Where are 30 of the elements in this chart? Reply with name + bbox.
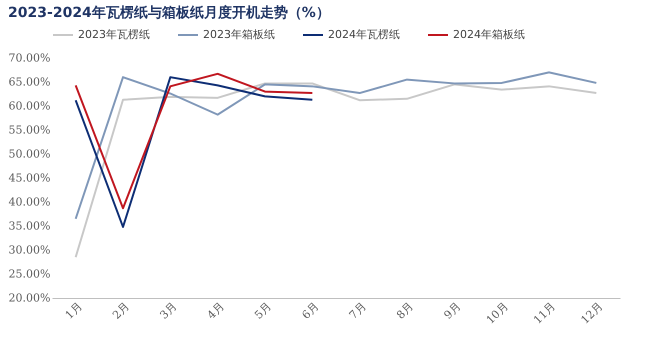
y-tick-label: 55.00% xyxy=(8,124,50,136)
y-tick-label: 35.00% xyxy=(8,220,50,232)
x-tick-label: 7月 xyxy=(346,300,369,322)
x-tick-label: 8月 xyxy=(394,300,416,322)
x-tick-label: 5月 xyxy=(252,300,274,322)
y-tick-label: 60.00% xyxy=(8,100,50,112)
y-tick-label: 30.00% xyxy=(8,244,50,256)
y-tick-label: 65.00% xyxy=(8,76,50,88)
line-series xyxy=(74,71,598,220)
chart-title: 2023-2024年瓦楞纸与箱板纸月度开机走势（%） xyxy=(8,4,330,21)
x-tick-label: 2月 xyxy=(110,300,132,322)
y-tick-label: 50.00% xyxy=(8,148,50,160)
x-tick-label: 10月 xyxy=(484,300,511,327)
x-tick-label: 6月 xyxy=(299,300,322,322)
y-tick-label: 40.00% xyxy=(8,196,50,208)
x-tick-label: 11月 xyxy=(531,300,558,327)
y-tick-label: 45.00% xyxy=(8,172,50,184)
x-tick-label: 1月 xyxy=(62,300,85,322)
x-tick-label: 3月 xyxy=(157,300,180,322)
y-tick-label: 20.00% xyxy=(8,292,50,304)
legend-label: 2023年箱板纸 xyxy=(203,28,275,41)
x-tick-label: 4月 xyxy=(204,300,227,322)
legend-label: 2024年箱板纸 xyxy=(453,28,525,41)
y-tick-label: 25.00% xyxy=(8,268,50,280)
legend-label: 2024年瓦楞纸 xyxy=(328,28,400,41)
x-tick-label: 9月 xyxy=(441,300,464,322)
line-series xyxy=(74,82,598,258)
legend-label: 2023年瓦楞纸 xyxy=(78,28,150,41)
y-tick-label: 70.00% xyxy=(8,52,50,64)
x-tick-label: 12月 xyxy=(578,300,606,327)
